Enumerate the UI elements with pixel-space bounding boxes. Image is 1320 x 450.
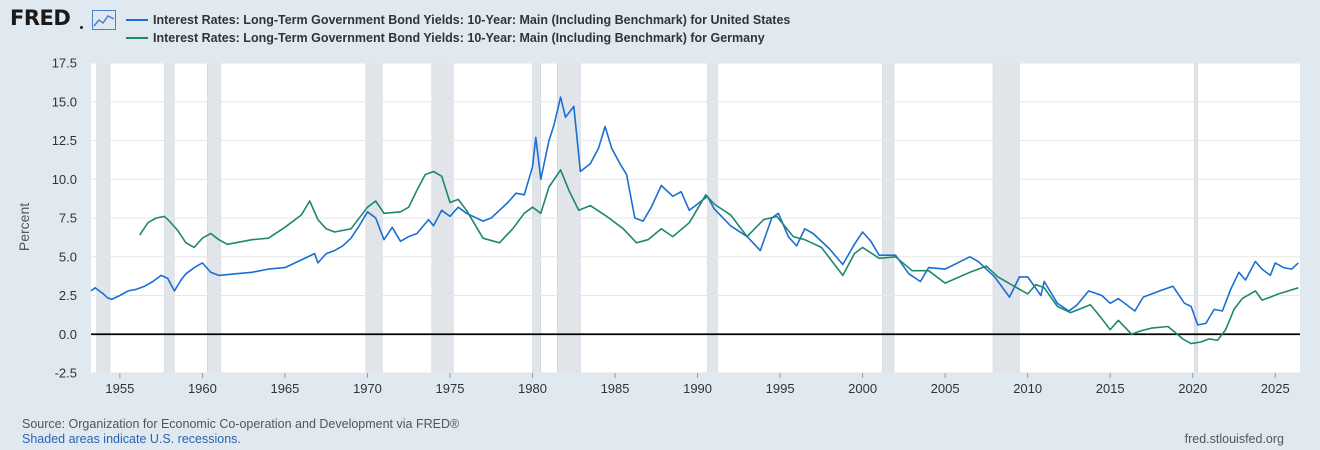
- chart-legend: Interest Rates: Long-Term Government Bon…: [126, 11, 790, 47]
- series-line-germany[interactable]: [139, 169, 1299, 345]
- chart-header: FRED Interest Rates: Long-Term Governmen…: [0, 0, 1320, 50]
- y-tick-label: 12.5: [52, 133, 77, 148]
- x-tick-label: 2025: [1261, 381, 1290, 396]
- series-line-us[interactable]: [90, 96, 1299, 326]
- recession-note: Shaded areas indicate U.S. recessions.: [22, 432, 241, 446]
- legend-label-us: Interest Rates: Long-Term Government Bon…: [153, 13, 791, 27]
- x-tick-label: 2015: [1096, 381, 1125, 396]
- grid-lines: [91, 62, 1300, 374]
- y-tick-label: 7.5: [59, 211, 77, 226]
- x-tick-label: 1985: [601, 381, 630, 396]
- x-tick-label: 2005: [931, 381, 960, 396]
- legend-swatch-us: [126, 19, 148, 21]
- x-tick-label: 1995: [766, 381, 795, 396]
- y-tick-label: 2.5: [59, 288, 77, 303]
- fred-logo[interactable]: FRED: [10, 6, 71, 30]
- legend-item-us[interactable]: Interest Rates: Long-Term Government Bon…: [126, 11, 790, 29]
- x-tick-label: 1990: [683, 381, 712, 396]
- y-tick-label: 17.5: [52, 56, 77, 71]
- x-tick-label: 2020: [1178, 381, 1207, 396]
- series-lines: [90, 96, 1299, 345]
- y-axis-label: Percent: [16, 203, 32, 251]
- x-tick-label: 1955: [105, 381, 134, 396]
- legend-label-germany: Interest Rates: Long-Term Government Bon…: [153, 31, 765, 45]
- y-tick-label: 5.0: [59, 249, 77, 264]
- y-tick-label: 0.0: [59, 327, 77, 342]
- y-axis-ticks: -2.5 0.0 2.5 5.0 7.5 10.0 12.5 15.0 17.5: [52, 56, 77, 381]
- y-tick-label: 15.0: [52, 94, 77, 109]
- site-link[interactable]: fred.stlouisfed.org: [1184, 432, 1284, 446]
- x-tick-label: 2000: [848, 381, 877, 396]
- x-tick-label: 1965: [270, 381, 299, 396]
- legend-swatch-germany: [126, 37, 148, 39]
- x-tick-label: 1970: [353, 381, 382, 396]
- x-tick-label: 1980: [518, 381, 547, 396]
- y-tick-label: 10.0: [52, 172, 77, 187]
- line-chart[interactable]: -2.5 0.0 2.5 5.0 7.5 10.0 12.5 15.0 17.5 1955 196…: [0, 50, 1320, 412]
- x-tick-label: 1975: [436, 381, 465, 396]
- source-note: Source: Organization for Economic Co-ope…: [22, 417, 460, 431]
- legend-item-germany[interactable]: Interest Rates: Long-Term Government Bon…: [126, 29, 790, 47]
- x-tick-label: 2010: [1013, 381, 1042, 396]
- logo-dot: [80, 26, 83, 29]
- x-axis-ticks: 1955 1960 1965 1970 1975 1980 1985 1990 1995 2000…: [105, 373, 1290, 396]
- x-tick-label: 1960: [188, 381, 217, 396]
- graph-icon: [92, 10, 116, 30]
- y-tick-label: -2.5: [55, 366, 77, 381]
